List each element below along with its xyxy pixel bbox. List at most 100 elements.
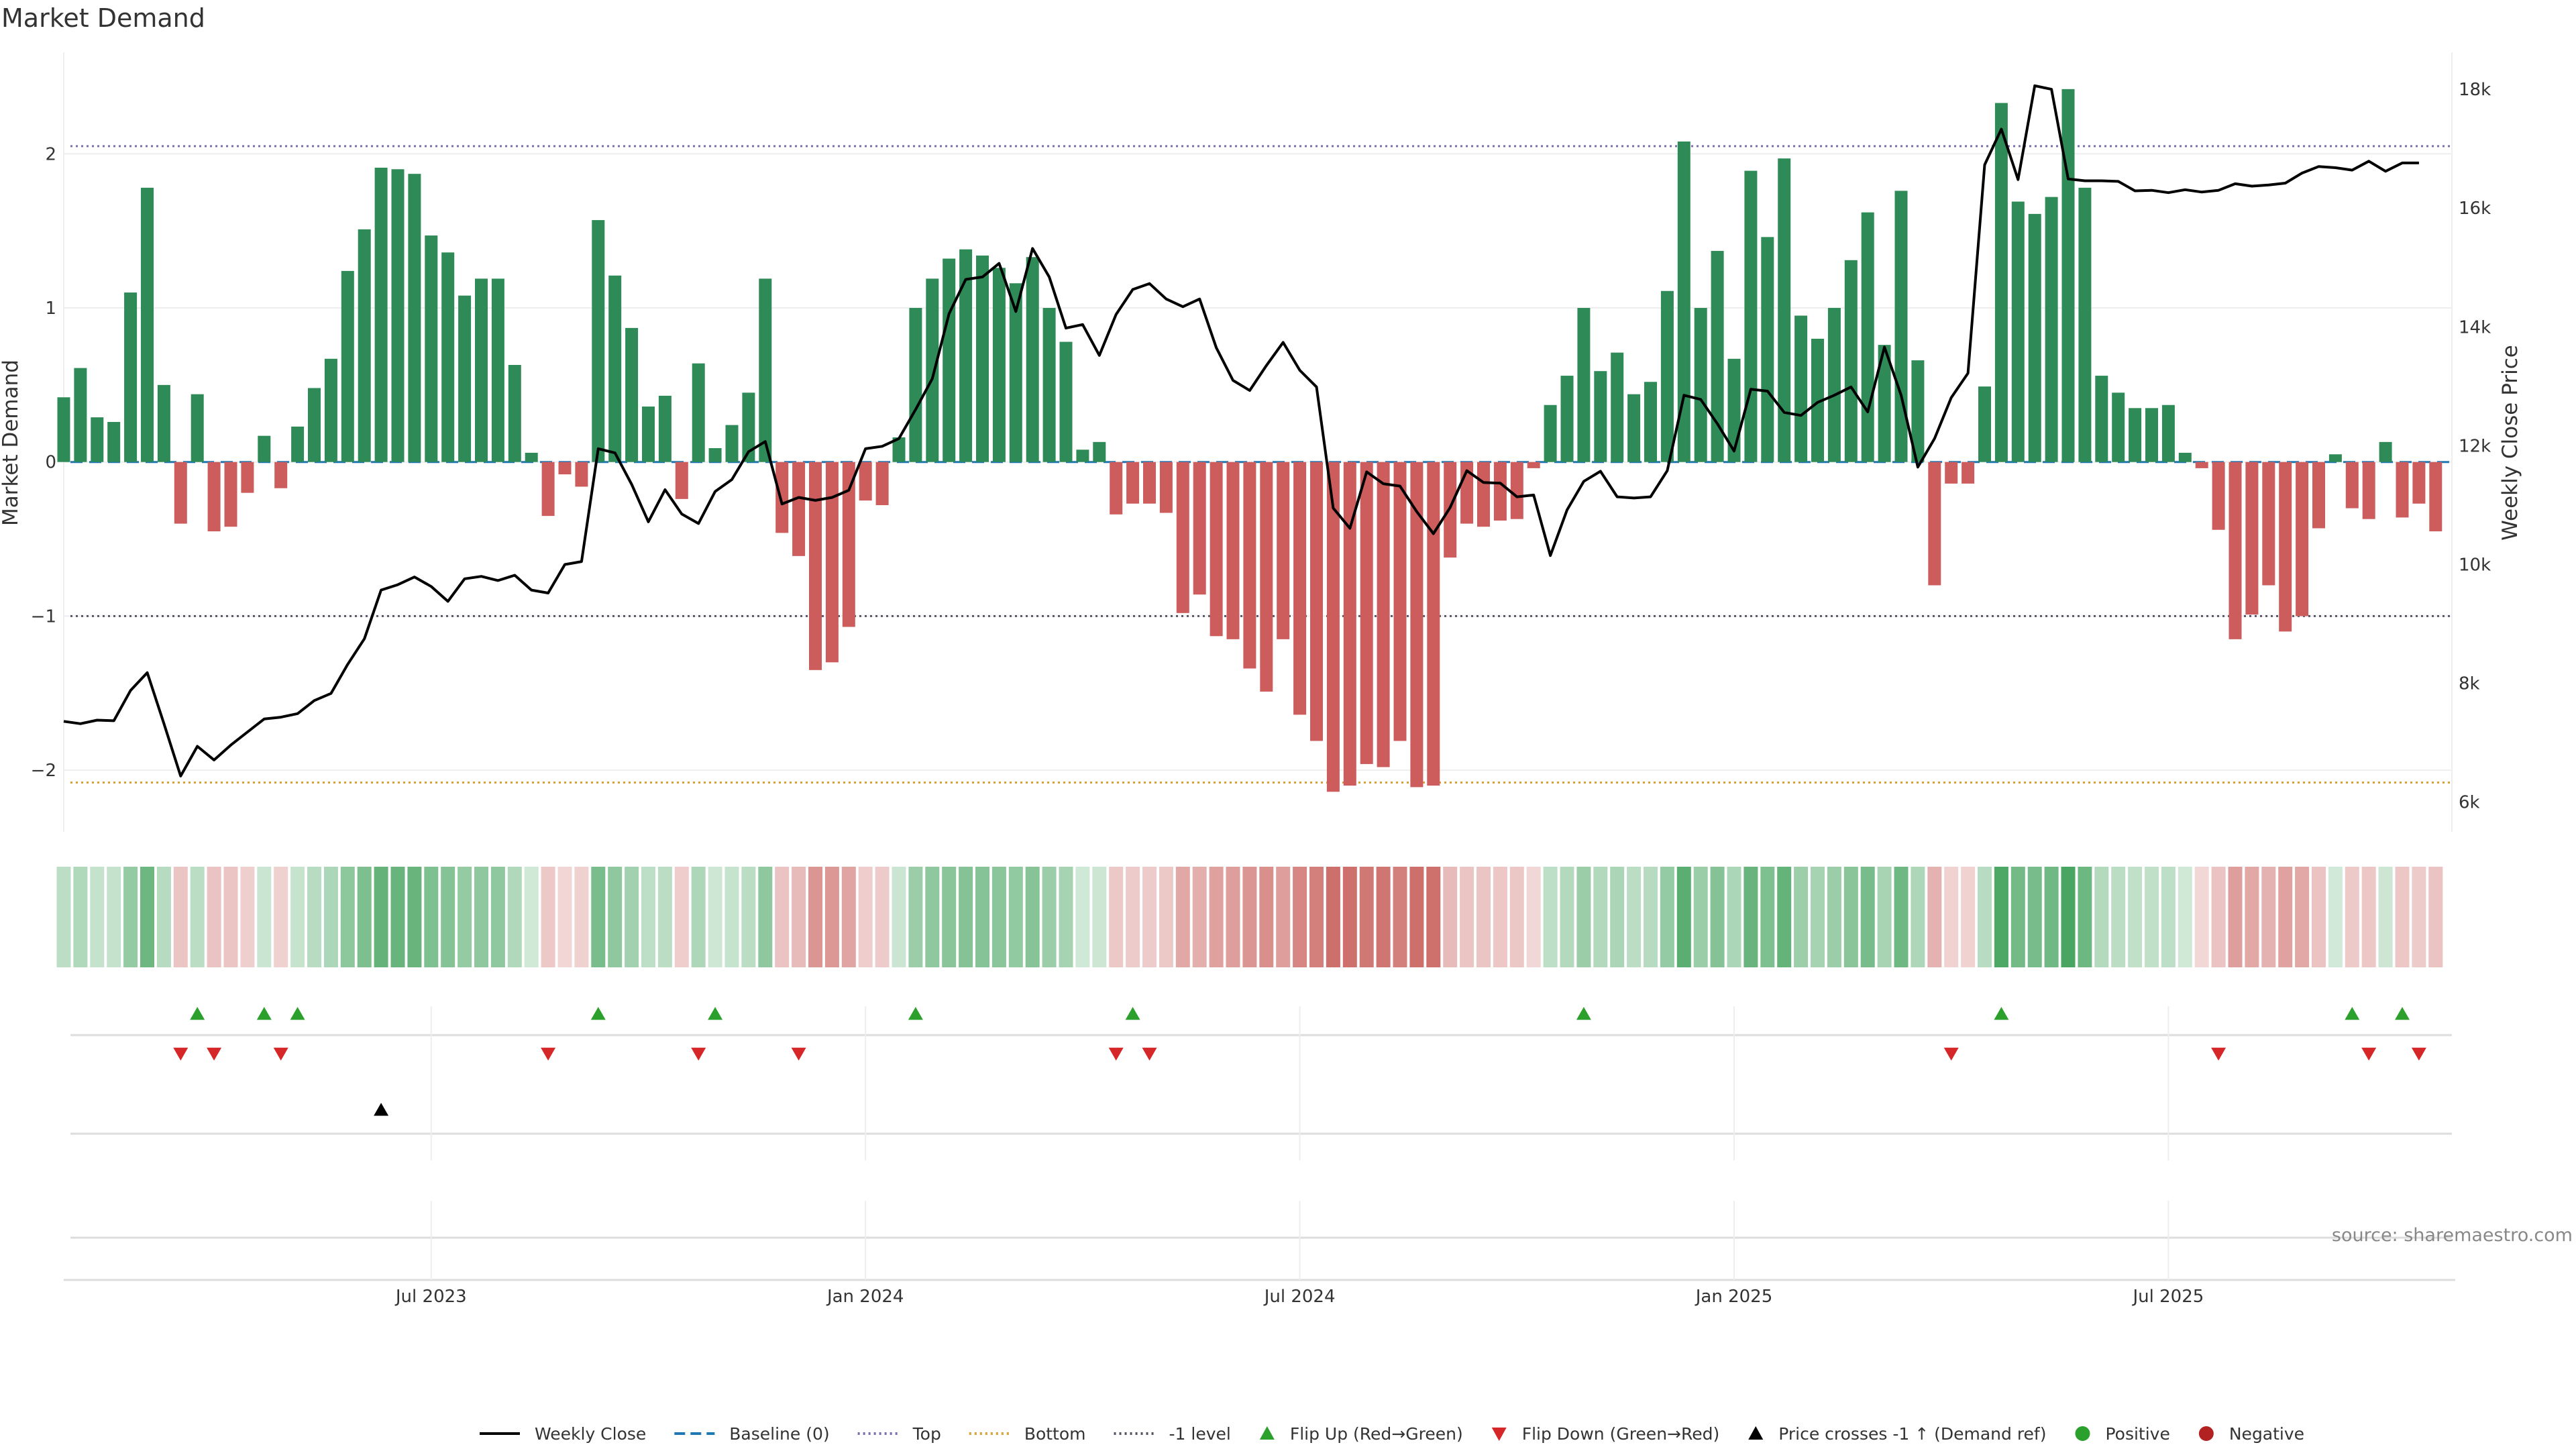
demand-bar — [57, 397, 70, 462]
strip-cell — [2328, 867, 2343, 967]
strip-cell — [1092, 867, 1107, 967]
flip-up-marker — [708, 1007, 723, 1020]
strip-cell — [290, 867, 305, 967]
flip-up-marker — [290, 1007, 305, 1020]
strip-cell — [2194, 867, 2209, 967]
strip-cell — [474, 867, 488, 967]
strip-cell — [892, 867, 906, 967]
demand-bar — [2412, 462, 2426, 504]
demand-bar — [1611, 352, 1624, 462]
demand-bar — [1477, 462, 1490, 527]
demand-bar — [525, 452, 538, 462]
demand-bar — [341, 270, 354, 462]
strip-cell — [274, 867, 288, 967]
y2-axis-ticks: 18k 16k 14k 12k 10k 8k 6k — [2459, 80, 2491, 813]
demand-bar — [1243, 462, 1256, 669]
strip-cell — [1860, 867, 1875, 967]
demand-bar — [926, 278, 939, 462]
strip-cell — [608, 867, 623, 967]
y-tick-label: 2 — [45, 144, 56, 164]
strip-cell — [424, 867, 439, 967]
demand-bar — [2011, 201, 2025, 462]
demand-bar — [592, 220, 605, 462]
demand-bar — [1660, 290, 1674, 462]
demand-bar — [491, 278, 504, 462]
flip-down-marker — [2411, 1047, 2426, 1061]
demand-bar — [1878, 345, 1891, 462]
strip-cell — [1025, 867, 1040, 967]
strip-cell — [173, 867, 188, 967]
strip-cell — [524, 867, 539, 967]
strip-cell — [257, 867, 272, 967]
strip-cell — [1660, 867, 1674, 967]
demand-bar — [1093, 441, 1106, 462]
demand-bar — [759, 278, 772, 462]
x-tick-label: Jul 2023 — [394, 1287, 467, 1307]
demand-bar — [1978, 386, 1991, 462]
strip-cell — [1342, 867, 1357, 967]
demand-bar — [992, 268, 1006, 462]
strip-cell — [2412, 867, 2426, 967]
strip-cell — [1794, 867, 1809, 967]
x-axis-ticks: Jul 2023 Jan 2024 Jul 2024 Jan 2025 Jul 2025 — [394, 1287, 2204, 1307]
strip-cell — [1509, 867, 1524, 967]
legend-swatch-5 — [1259, 1426, 1275, 1440]
demand-bar — [141, 187, 154, 462]
strip-cell — [374, 867, 388, 967]
demand-bar — [2362, 462, 2375, 519]
y-tick-label: −1 — [31, 606, 56, 627]
flip-up-marker — [908, 1007, 923, 1020]
demand-bar — [458, 295, 472, 462]
strip-cell — [2161, 867, 2176, 967]
strip-cell — [441, 867, 455, 967]
demand-bar — [124, 292, 138, 462]
x-tick-label: Jul 2025 — [2131, 1287, 2204, 1307]
strip-cell — [1259, 867, 1274, 967]
demand-bar — [792, 462, 806, 556]
demand-bar — [1059, 341, 1073, 462]
demand-bar — [308, 388, 321, 462]
legend-label-3: Bottom — [1024, 1424, 1086, 1444]
strip-cell — [2211, 867, 2226, 967]
demand-bar — [2078, 187, 2092, 462]
strip-cell — [1426, 867, 1441, 967]
strip-cell — [1226, 867, 1240, 967]
strip-cell — [541, 867, 555, 967]
demand-bar — [1277, 462, 1290, 639]
demand-bar — [74, 368, 87, 462]
demand-bar — [2095, 376, 2108, 462]
strip-cell — [2295, 867, 2310, 967]
demand-bar — [1594, 371, 1607, 462]
flip-up-marker — [190, 1007, 205, 1020]
demand-bar — [2061, 89, 2075, 462]
demand-bar — [742, 392, 755, 462]
strip-cell — [390, 867, 405, 967]
strip-cell — [2010, 867, 2025, 967]
y2-tick-label: 10k — [2459, 555, 2491, 576]
strip-cell — [557, 867, 572, 967]
strip-cell — [140, 867, 154, 967]
strip-cell — [1627, 867, 1642, 967]
strip-cell — [1477, 867, 1491, 967]
flip-down-marker — [2361, 1047, 2377, 1061]
strip-cell — [1126, 867, 1140, 967]
demand-bar — [909, 308, 922, 462]
strip-cell — [1042, 867, 1057, 967]
demand-bar — [1994, 103, 2008, 462]
strip-cell — [1676, 867, 1691, 967]
legend-swatch-7 — [1748, 1426, 1764, 1440]
demand-bar — [1260, 462, 1273, 692]
demand-bar — [1761, 237, 1774, 462]
flip-up-marker — [256, 1007, 272, 1020]
demand-bar — [2328, 454, 2342, 462]
demand-bar — [1110, 462, 1123, 515]
demand-bar — [291, 426, 305, 462]
x-tick-label: Jan 2025 — [1695, 1287, 1773, 1307]
demand-bar — [258, 435, 271, 462]
x-tick-label: Jul 2024 — [1263, 1287, 1336, 1307]
strip-cell — [1359, 867, 1374, 967]
strip-cell — [1276, 867, 1291, 967]
strip-cell — [691, 867, 706, 967]
demand-bar — [1577, 308, 1591, 462]
demand-bar — [1377, 462, 1390, 767]
